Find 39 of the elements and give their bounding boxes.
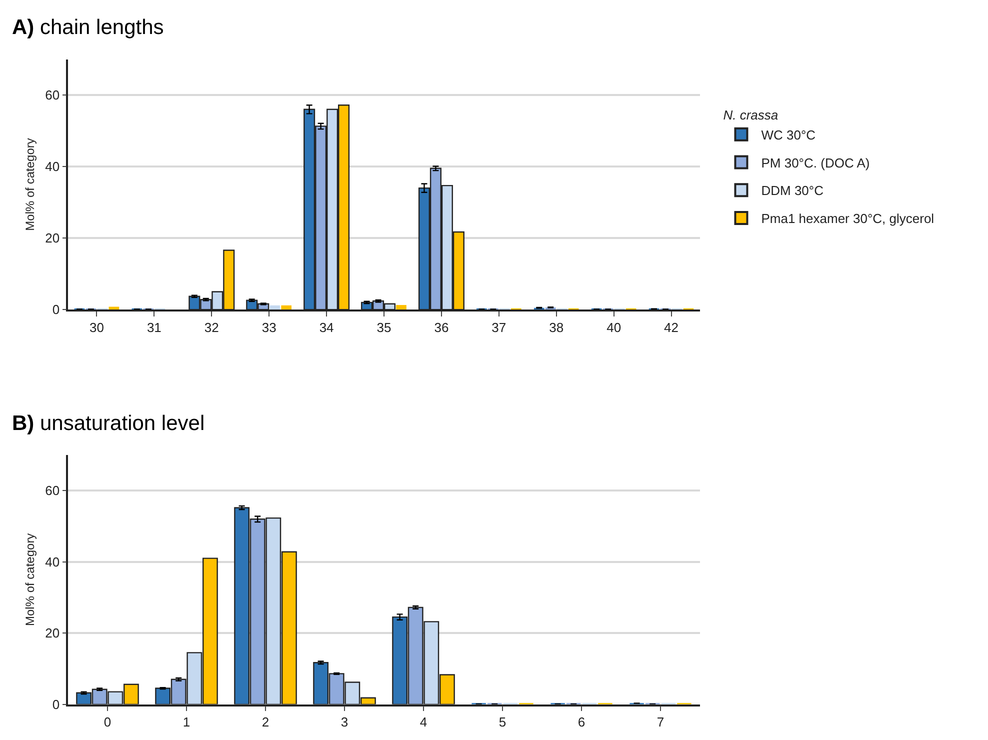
x-tick-label: 33 xyxy=(262,320,276,335)
y-tick-label: 20 xyxy=(45,230,60,246)
y-tick-label: 0 xyxy=(52,696,60,712)
y-tick-label: 40 xyxy=(45,159,60,174)
x-tick-label: 31 xyxy=(146,320,162,335)
x-tick-label: 42 xyxy=(664,320,679,335)
x-tick-label: 36 xyxy=(434,320,449,335)
bar xyxy=(396,304,406,310)
x-tick-label: 35 xyxy=(376,320,392,335)
legend-title: N. crassa xyxy=(723,107,778,122)
x-tick-label: 0 xyxy=(104,714,112,730)
x-tick-label: 34 xyxy=(319,320,334,335)
x-tick-label: 6 xyxy=(578,714,586,730)
bar xyxy=(270,305,280,310)
x-tick-label: 40 xyxy=(606,320,622,335)
legend-label: PM 30°C. (DOC A) xyxy=(761,155,870,170)
x-tick-label: 32 xyxy=(204,320,219,335)
x-tick-label: 2 xyxy=(262,714,270,730)
x-tick-label: 37 xyxy=(492,320,506,335)
bar xyxy=(281,305,292,310)
x-tick-label: 38 xyxy=(549,320,564,335)
x-tick-label: 5 xyxy=(498,714,506,730)
chart-title: A) chain lengths xyxy=(12,16,164,39)
legend-label: WC 30°C xyxy=(761,127,816,142)
x-tick-label: 1 xyxy=(182,714,190,730)
x-tick-label: 3 xyxy=(340,714,348,730)
y-tick-label: 0 xyxy=(52,302,60,318)
y-axis-title: Mol% of category xyxy=(22,138,37,231)
y-tick-label: 20 xyxy=(45,626,60,641)
chart-title: B) unsaturation level xyxy=(12,412,205,435)
y-tick-label: 60 xyxy=(45,483,60,498)
legend-label: Pma1 hexamer 30°C, glycerol xyxy=(761,211,934,226)
y-tick-label: 60 xyxy=(45,88,60,103)
x-tick-label: 4 xyxy=(420,714,428,730)
y-tick-label: 40 xyxy=(45,554,60,570)
legend-label: DDM 30°C xyxy=(761,183,824,198)
y-axis-title: Mol% of category xyxy=(22,533,37,626)
x-tick-label: 30 xyxy=(89,320,104,335)
x-tick-label: 7 xyxy=(656,714,664,730)
